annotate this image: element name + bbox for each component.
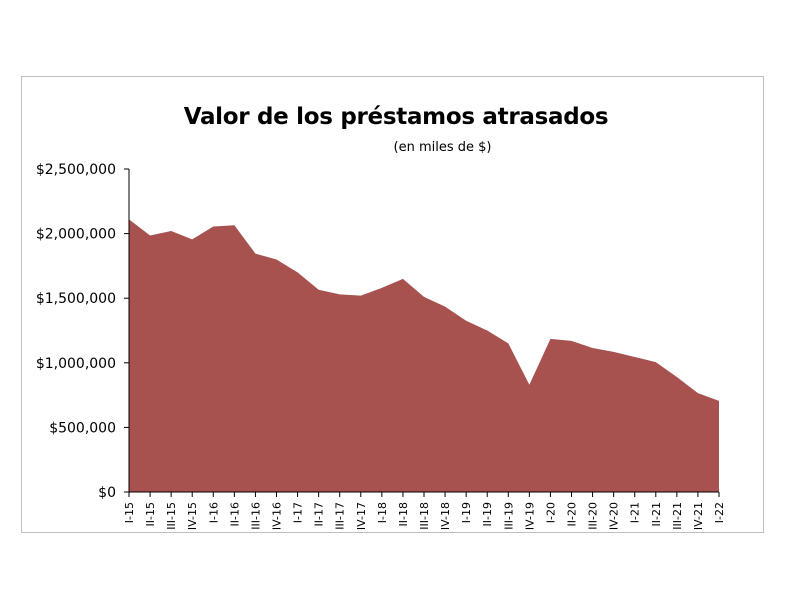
x-tick-label: I-18 xyxy=(376,502,389,523)
y-tick-label: $2,000,000 xyxy=(36,227,116,243)
chart-title: Valor de los préstamos atrasados xyxy=(183,104,609,130)
x-tick-label: II-17 xyxy=(313,502,326,526)
x-tick-label: II-19 xyxy=(481,502,494,526)
x-tick-label: III-17 xyxy=(334,502,347,530)
area-layer xyxy=(128,219,720,492)
y-tick-label: $1,000,000 xyxy=(36,356,116,372)
y-tick-label: $500,000 xyxy=(49,420,116,436)
x-tick-label: III-19 xyxy=(502,502,515,530)
x-tick-label: IV-17 xyxy=(355,502,368,530)
chart-frame xyxy=(21,76,764,533)
x-tick-label: IV-15 xyxy=(186,502,199,530)
x-tick-label: III-16 xyxy=(249,502,262,530)
x-tick-label: II-21 xyxy=(650,502,663,526)
x-tick-label: I-19 xyxy=(460,502,473,523)
x-tick-label: I-22 xyxy=(713,502,726,523)
x-tick-label: IV-21 xyxy=(692,502,705,530)
x-tick-label: II-16 xyxy=(228,502,241,526)
x-tick-label: I-15 xyxy=(123,502,136,523)
x-tick-label: III-21 xyxy=(671,502,684,530)
x-tick-label: II-20 xyxy=(566,502,579,526)
x-tick-label: IV-19 xyxy=(523,502,536,530)
y-tick-labels: $0 $500,000 $1,000,000 $1,500,000 $2,000,000… xyxy=(36,162,116,501)
y-tick-label: $0 xyxy=(98,485,116,501)
x-tick-labels: I-15 II-15 III-15 IV-15 I-16 II-16 III-16 IV-16… xyxy=(123,502,726,530)
series-area xyxy=(129,219,719,492)
y-tick-label: $1,500,000 xyxy=(36,291,116,307)
x-tick-label: III-18 xyxy=(418,502,431,530)
axis-layer xyxy=(124,168,720,497)
x-tick-label: I-17 xyxy=(292,502,305,523)
x-tick-label: I-20 xyxy=(544,502,557,523)
x-tick-label: III-15 xyxy=(165,502,178,530)
x-tick-label: II-15 xyxy=(144,502,157,526)
chart-subtitle: (en miles de $) xyxy=(393,140,492,155)
x-tick-label: IV-18 xyxy=(439,502,452,530)
x-tick-label: I-16 xyxy=(207,502,220,523)
x-tick-label: II-18 xyxy=(397,502,410,526)
x-tick-label: III-20 xyxy=(587,502,600,530)
y-tick-label: $2,500,000 xyxy=(36,162,116,178)
x-tick-label: IV-20 xyxy=(608,502,621,530)
x-tick-label: IV-16 xyxy=(271,502,284,530)
x-tick-label: I-21 xyxy=(629,502,642,523)
